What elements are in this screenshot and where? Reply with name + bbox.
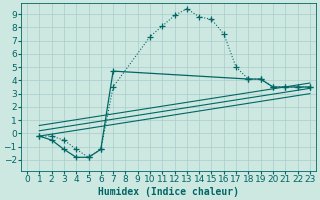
X-axis label: Humidex (Indice chaleur): Humidex (Indice chaleur) (98, 186, 239, 197)
